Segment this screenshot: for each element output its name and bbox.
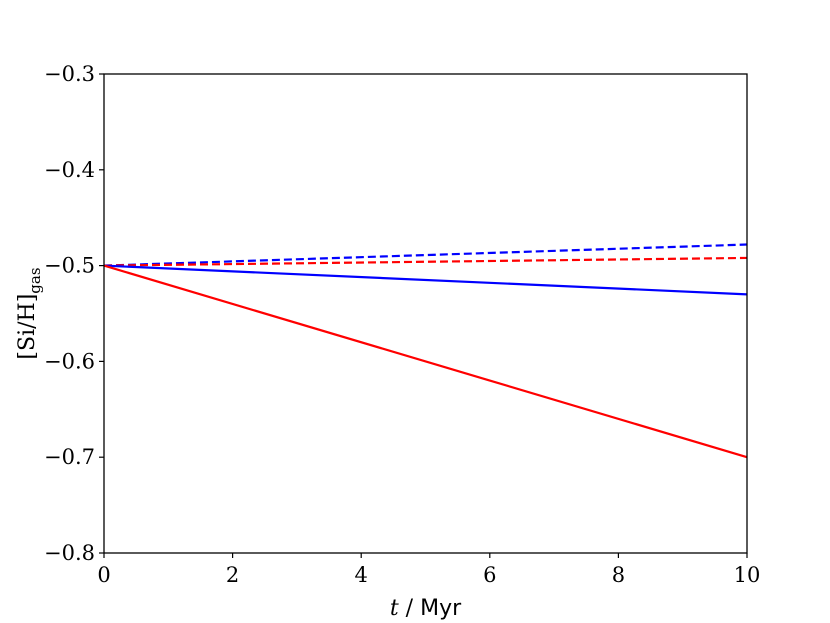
y-tick-label: −0.4 (44, 158, 95, 182)
y-axis-main: [Si/H] (15, 294, 40, 360)
x-axis-unit: Myr (420, 596, 462, 621)
x-tick-label: 2 (226, 563, 239, 587)
series-line-red-solid (103, 264, 748, 459)
y-tick-label: −0.7 (44, 445, 95, 469)
x-tick-label: 6 (483, 563, 496, 587)
y-tick-label: −0.5 (44, 254, 95, 278)
plot-frame (103, 73, 748, 554)
series-line-red-dashed (103, 256, 748, 267)
x-tick-label: 0 (97, 563, 110, 587)
x-tick-label: 8 (612, 563, 625, 587)
y-tick-label: −0.6 (44, 349, 95, 373)
y-axis-subscript: gas (26, 267, 44, 293)
x-axis-separator: / (399, 596, 420, 621)
x-tick-label: 4 (355, 563, 368, 587)
y-tick-label: −0.8 (44, 541, 95, 565)
series-layer (103, 243, 748, 459)
x-axis-variable: t (390, 596, 399, 621)
x-axis-label: t / Myr (390, 596, 462, 621)
x-tick-label: 10 (734, 563, 761, 587)
y-axis-label: [Si/H]gas (15, 267, 44, 359)
ticks-layer: 0 2 4 6 8 10 −0.8 −0.7 −0.6 −0.5 −0.4 −0.3 (44, 62, 760, 587)
series-line-blue-dashed (103, 243, 748, 267)
series-line-blue-solid (103, 264, 748, 296)
y-tick-label: −0.3 (44, 62, 95, 86)
